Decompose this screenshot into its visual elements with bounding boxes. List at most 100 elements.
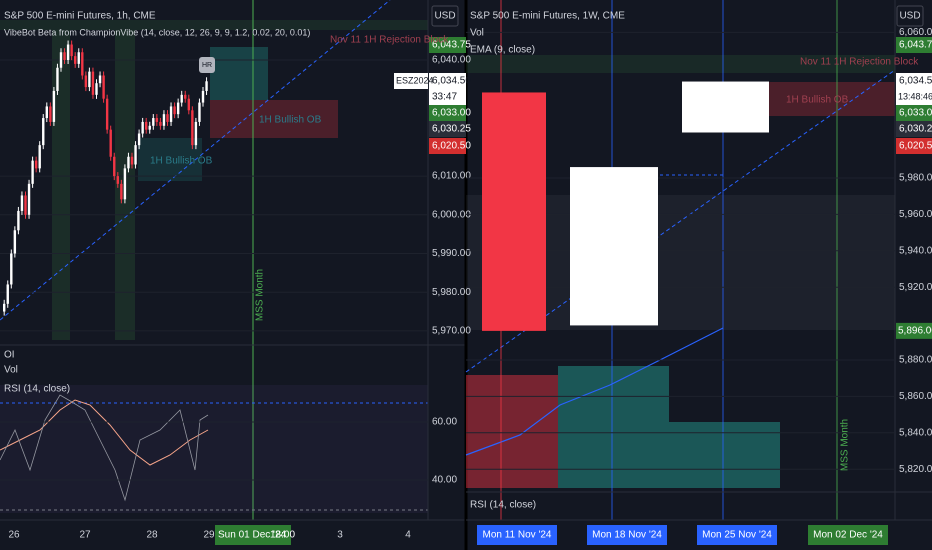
candle <box>42 118 45 146</box>
countdown-box <box>429 89 466 105</box>
level-tag <box>896 322 932 339</box>
price-tick-label: 5,860.00 <box>899 391 932 402</box>
currency[interactable]: USD <box>434 11 455 22</box>
price-tick-label: 5,970.00 <box>432 326 471 337</box>
volume-bar <box>466 375 558 488</box>
candle <box>45 106 48 119</box>
price-tag <box>896 73 932 89</box>
date-label: 28 <box>146 530 158 541</box>
candle <box>173 106 176 115</box>
pane-label: EMA (9, close) <box>470 45 535 56</box>
candle <box>155 118 159 122</box>
pane-label: Vol <box>470 28 484 39</box>
candle <box>482 92 546 331</box>
candle <box>145 121 148 130</box>
price-tick-label: 6,060.00 <box>899 27 932 38</box>
candle <box>52 90 56 122</box>
candle <box>191 110 194 146</box>
price-tick-label: 5,980.00 <box>432 287 471 298</box>
currency-button[interactable] <box>431 5 459 27</box>
volume-bar <box>669 422 780 488</box>
annotation: 1H Bullish OB <box>150 156 213 167</box>
candle <box>187 98 190 111</box>
price-tick-label: 5,990.00 <box>432 248 471 259</box>
candle <box>70 44 73 57</box>
currency-button[interactable] <box>896 5 924 27</box>
price-tag-label: 6,043.75 <box>899 40 932 51</box>
price-tag-label: 6,020.50 <box>899 141 932 152</box>
candle <box>105 98 109 130</box>
price-tick-label: 6,040.00 <box>432 55 471 66</box>
date-highlight <box>587 525 667 545</box>
price-tag <box>896 138 932 154</box>
price-tick-label: 5,840.00 <box>899 427 932 438</box>
price-tag <box>896 121 932 137</box>
indicator-label: VibeBot Beta from ChampionVibe (14, clos… <box>4 27 310 37</box>
price-tag <box>896 37 932 53</box>
annotation: MSS Month <box>255 269 266 321</box>
candle <box>141 121 144 134</box>
chart-title: S&P 500 E-mini Futures, 1W, CME <box>470 11 625 22</box>
candle <box>134 145 137 165</box>
symbol-tag <box>394 73 428 89</box>
candle <box>682 81 769 133</box>
symbol-tag-label: ESZ2024 <box>396 75 434 85</box>
annotation: 1H Bullish OB <box>786 95 849 106</box>
candle <box>31 160 34 184</box>
countdown: 33:47 <box>432 92 457 103</box>
candle <box>176 102 180 115</box>
pane-label: RSI (14, close) <box>470 500 536 511</box>
candle <box>162 114 166 126</box>
candle <box>205 81 208 91</box>
candle <box>201 90 205 103</box>
candle <box>198 102 201 122</box>
date-label: 3 <box>337 530 343 541</box>
candle <box>27 183 31 215</box>
currency[interactable]: USD <box>899 11 920 22</box>
price-tick-label: 6,000.00 <box>432 209 471 220</box>
candle <box>169 106 173 122</box>
price-tag <box>896 105 932 121</box>
rsi-band <box>0 385 428 513</box>
date-label: Mon 25 Nov '24 <box>702 530 772 541</box>
ob-box <box>210 47 268 100</box>
candle <box>166 114 169 122</box>
rsi-line <box>0 394 209 502</box>
candle <box>180 94 183 103</box>
date-label: 4 <box>405 530 411 541</box>
price-tag <box>429 73 466 89</box>
candle <box>95 83 98 95</box>
candle <box>137 133 141 146</box>
candle <box>77 52 80 64</box>
level-tag-label: 5,896.00 <box>898 326 932 337</box>
price-tick-label: 5,920.00 <box>899 282 932 293</box>
candle <box>102 75 105 99</box>
candle <box>63 52 66 60</box>
date-highlight <box>808 525 888 545</box>
time-highlight-label: 18:00 <box>270 530 295 541</box>
rsi-tick-label: 60.00 <box>432 417 457 428</box>
price-tag <box>429 138 466 154</box>
candle <box>120 183 123 200</box>
date-highlight <box>697 525 777 545</box>
candle <box>194 121 198 146</box>
candle <box>10 253 13 285</box>
price-tick-label: 5,960.00 <box>899 209 932 220</box>
ob-box <box>210 100 338 138</box>
countdown: 13:48:46 <box>898 91 932 101</box>
candle <box>56 67 59 91</box>
zone <box>0 20 428 30</box>
candle <box>570 167 658 326</box>
annotation: HR <box>202 62 212 69</box>
candle <box>6 284 9 304</box>
candle <box>81 52 84 76</box>
price-tag <box>429 121 466 137</box>
ob-box <box>138 138 202 181</box>
ob-box <box>769 82 895 116</box>
date-label: Mon 02 Dec '24 <box>813 530 883 541</box>
annotation: 1H Bullish OB <box>259 115 322 126</box>
candle <box>109 129 112 157</box>
candle <box>24 195 27 215</box>
pane-label: OI <box>4 350 15 361</box>
candle <box>98 75 102 84</box>
